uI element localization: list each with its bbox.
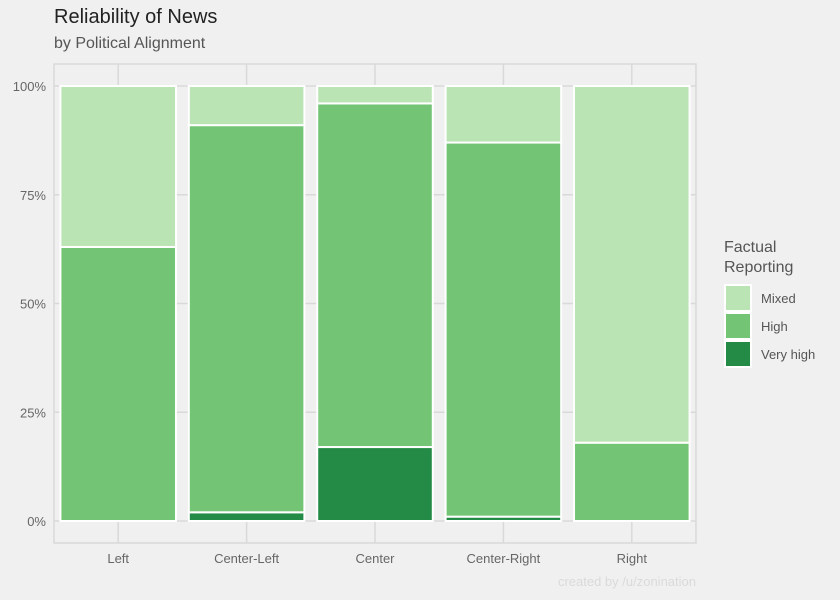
- x-tick-label: Left: [107, 551, 129, 566]
- chart-title: Reliability of News: [54, 6, 218, 28]
- legend-label: Mixed: [761, 291, 796, 306]
- x-tick-label: Center-Right: [467, 551, 541, 566]
- legend-swatch: [724, 312, 752, 340]
- legend-label: High: [761, 319, 788, 334]
- y-tick-label: 75%: [20, 188, 46, 203]
- bar-segment: [573, 441, 691, 523]
- y-tick-label: 50%: [20, 297, 46, 312]
- bar-segment: [187, 511, 306, 522]
- bar-segment: [187, 124, 306, 514]
- legend-swatch: [724, 284, 752, 312]
- y-tick-label: 0%: [27, 514, 46, 529]
- bar-segment: [187, 85, 306, 127]
- legend-label: Very high: [761, 347, 815, 362]
- bar-segment: [444, 85, 563, 144]
- legend-swatch: [724, 340, 752, 368]
- bar-segment: [316, 102, 434, 449]
- x-tick-label: Center: [355, 551, 395, 566]
- bar-segment: [59, 85, 177, 248]
- x-tick-label: Right: [617, 551, 648, 566]
- legend-title: Reporting: [724, 259, 793, 276]
- y-tick-label: 100%: [13, 79, 47, 94]
- bar-segment: [444, 141, 563, 518]
- chart-caption: created by /u/zonination: [557, 574, 696, 589]
- bar-segment: [316, 446, 434, 522]
- legend-title: Factual: [724, 239, 776, 256]
- bar-segment: [59, 245, 177, 522]
- y-tick-label: 25%: [20, 405, 46, 420]
- x-tick-label: Center-Left: [214, 551, 279, 566]
- chart-subtitle: by Political Alignment: [54, 35, 206, 52]
- bar-segment: [316, 85, 434, 105]
- bar-segment: [573, 85, 691, 444]
